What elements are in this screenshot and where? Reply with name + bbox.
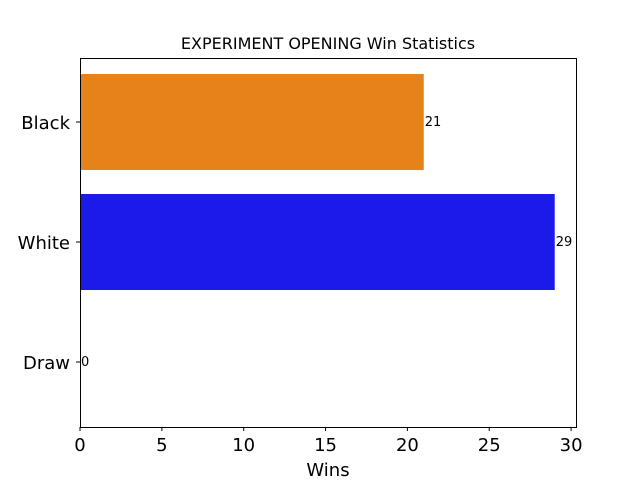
x-tick-label-15: 15 — [314, 435, 337, 456]
x-tick-label-5: 5 — [156, 435, 167, 456]
x-tick-label-10: 10 — [232, 435, 255, 456]
data-label-black: 21 — [425, 115, 442, 130]
bars-group — [80, 74, 555, 290]
x-tick-label-25: 25 — [478, 435, 501, 456]
y-tick-label-black: Black — [21, 113, 70, 134]
data-label-draw: 0 — [81, 355, 89, 370]
x-tick-label-30: 30 — [560, 435, 583, 456]
data-label-white: 29 — [556, 235, 573, 250]
bar-white — [80, 194, 555, 290]
x-ticks: 0 5 10 15 20 25 30 — [74, 427, 583, 456]
y-tick-labels: Black White Draw — [18, 113, 80, 374]
plot-frame — [80, 58, 577, 428]
bar-black — [80, 74, 424, 170]
x-tick-label-20: 20 — [396, 435, 419, 456]
chart-title: EXPERIMENT OPENING Win Statistics — [181, 34, 475, 53]
x-axis-label: Wins — [306, 460, 349, 480]
x-tick-label-0: 0 — [74, 435, 85, 456]
data-labels: 21 29 0 — [81, 115, 572, 370]
y-tick-label-white: White — [18, 233, 70, 254]
y-tick-label-draw: Draw — [23, 353, 70, 374]
